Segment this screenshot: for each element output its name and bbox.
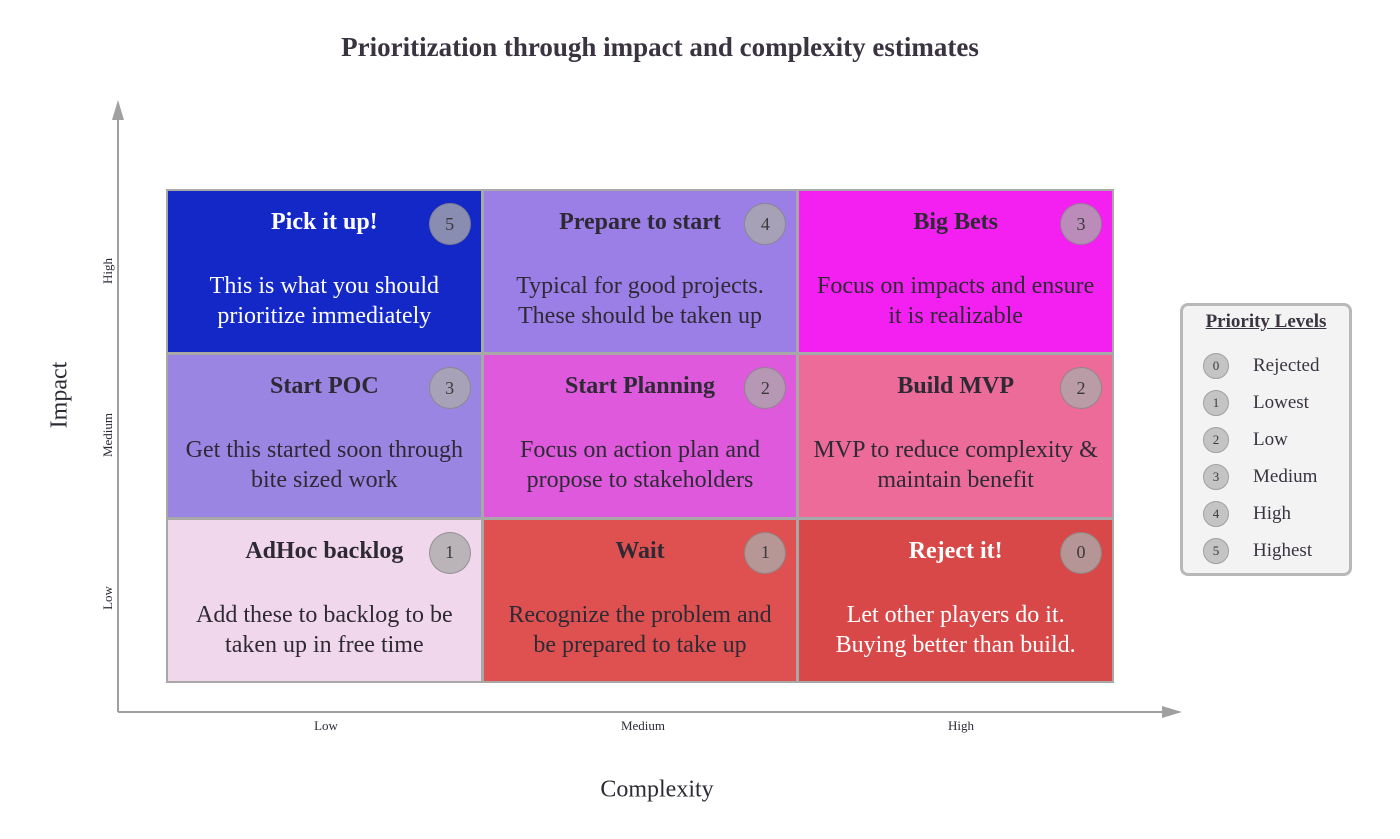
legend-level-badge: 0 [1203, 353, 1229, 379]
legend-level-badge: 2 [1203, 427, 1229, 453]
cell-pick-it-up: Pick it up! 5 This is what you should pr… [168, 191, 481, 353]
cell-wait: Wait 1 Recognize the problem and be prep… [483, 519, 797, 681]
desc-line: taken up in free time [225, 631, 424, 658]
cell-title: Prepare to start [559, 209, 721, 235]
priority-badge: 3 [1059, 203, 1102, 245]
desc-line: Focus on impacts and ensure [817, 273, 1095, 299]
legend-item: 3 Medium [1203, 463, 1317, 491]
cell-title: Wait [615, 537, 665, 564]
priority-badge: 3 [428, 367, 471, 410]
x-tick-high: High [948, 718, 974, 733]
desc-line: propose to stakeholders [526, 467, 754, 494]
cell-prepare-to-start: Prepare to start 4 Typical for good proj… [483, 191, 797, 353]
legend-title: Priority Levels [1205, 311, 1327, 332]
desc-line: it is realizable [888, 303, 1023, 329]
priority-badge: 2 [1059, 367, 1102, 410]
legend-item: 0 Rejected [1203, 352, 1319, 380]
cell-title: Pick it up! [270, 209, 378, 235]
y-tick-high: High [100, 258, 115, 284]
cell-description: Add these to backlog to be taken up in f… [176, 600, 473, 660]
cell-description: Recognize the problem and be prepared to… [492, 600, 789, 660]
priority-matrix: Pick it up! 5 This is what you should pr… [166, 189, 1114, 683]
priority-badge: 1 [744, 531, 787, 574]
legend-level-badge: 5 [1203, 538, 1229, 564]
legend-item: 4 High [1203, 500, 1291, 528]
cell-title: Reject it! [908, 537, 1003, 564]
diagram-title: Prioritization through impact and comple… [341, 32, 979, 62]
cell-reject-it: Reject it! 0 Let other players do it. Bu… [799, 519, 1112, 681]
desc-line: MVP to reduce complexity & [813, 437, 1098, 464]
cell-title: Start POC [270, 373, 379, 400]
cell-start-poc: Start POC 3 Get this started soon throug… [168, 355, 481, 517]
cell-description: Focus on impacts and ensure it is realiz… [807, 271, 1104, 331]
desc-line: maintain benefit [877, 467, 1034, 494]
desc-line: Buying better than build. [835, 631, 1076, 658]
x-tick-low: Low [314, 718, 338, 733]
cell-description: This is what you should prioritize immed… [176, 271, 473, 331]
legend-label: Lowest [1253, 392, 1309, 413]
legend-label: Medium [1253, 466, 1318, 487]
legend-item: 1 Lowest [1203, 389, 1309, 417]
desc-line: prioritize immediately [217, 303, 432, 329]
cell-description: Get this started soon through bite sized… [176, 435, 473, 495]
desc-line: Focus on action plan and [520, 437, 760, 464]
y-axis-arrow [112, 100, 124, 120]
desc-line: bite sized work [251, 467, 398, 494]
legend-label: Low [1253, 429, 1288, 450]
legend-label: Highest [1253, 540, 1313, 561]
desc-line: Typical for good projects. [516, 273, 764, 299]
desc-line: be prepared to take up [533, 631, 747, 658]
desc-line: Let other players do it. [846, 601, 1065, 628]
legend-level-badge: 3 [1203, 464, 1229, 490]
cell-adhoc-backlog: AdHoc backlog 1 Add these to backlog to … [168, 519, 481, 681]
desc-line: These should be taken up [518, 303, 762, 329]
cell-big-bets: Big Bets 3 Focus on impacts and ensure i… [799, 191, 1112, 353]
legend-item: 2 Low [1203, 426, 1288, 454]
priority-badge: 2 [744, 367, 787, 410]
priority-badge: 0 [1059, 531, 1102, 574]
cell-title: Big Bets [913, 209, 998, 235]
cell-description: Let other players do it. Buying better t… [807, 600, 1104, 660]
cell-start-planning: Start Planning 2 Focus on action plan an… [483, 355, 797, 517]
y-tick-low: Low [100, 586, 115, 610]
cell-title: Start Planning [564, 373, 715, 400]
legend-label: High [1253, 503, 1291, 524]
legend-level-badge: 4 [1203, 501, 1229, 527]
priority-badge: 4 [744, 203, 787, 245]
desc-line: Get this started soon through [185, 437, 463, 464]
desc-line: This is what you should [209, 273, 439, 299]
x-axis-label: Complexity [600, 776, 714, 803]
priority-legend: Priority Levels 0 Rejected 1 Lowest 2 Lo… [1180, 303, 1352, 576]
cell-build-mvp: Build MVP 2 MVP to reduce complexity & m… [799, 355, 1112, 517]
x-axis-arrow [1162, 706, 1182, 718]
priority-badge: 1 [428, 531, 471, 574]
cell-description: Typical for good projects. These should … [492, 271, 789, 331]
y-axis-label: Impact [46, 361, 73, 429]
legend-item: 5 Highest [1203, 537, 1312, 565]
cell-title: Build MVP [897, 373, 1014, 400]
y-tick-medium: Medium [100, 412, 115, 458]
priority-badge: 5 [428, 203, 471, 245]
legend-level-badge: 1 [1203, 390, 1229, 416]
desc-line: Add these to backlog to be [196, 601, 453, 628]
desc-line: Recognize the problem and [508, 601, 772, 628]
cell-description: MVP to reduce complexity & maintain bene… [807, 435, 1104, 495]
legend-label: Rejected [1253, 355, 1320, 376]
cell-description: Focus on action plan and propose to stak… [492, 435, 789, 495]
cell-title: AdHoc backlog [245, 537, 404, 564]
x-tick-medium: Medium [620, 718, 666, 733]
